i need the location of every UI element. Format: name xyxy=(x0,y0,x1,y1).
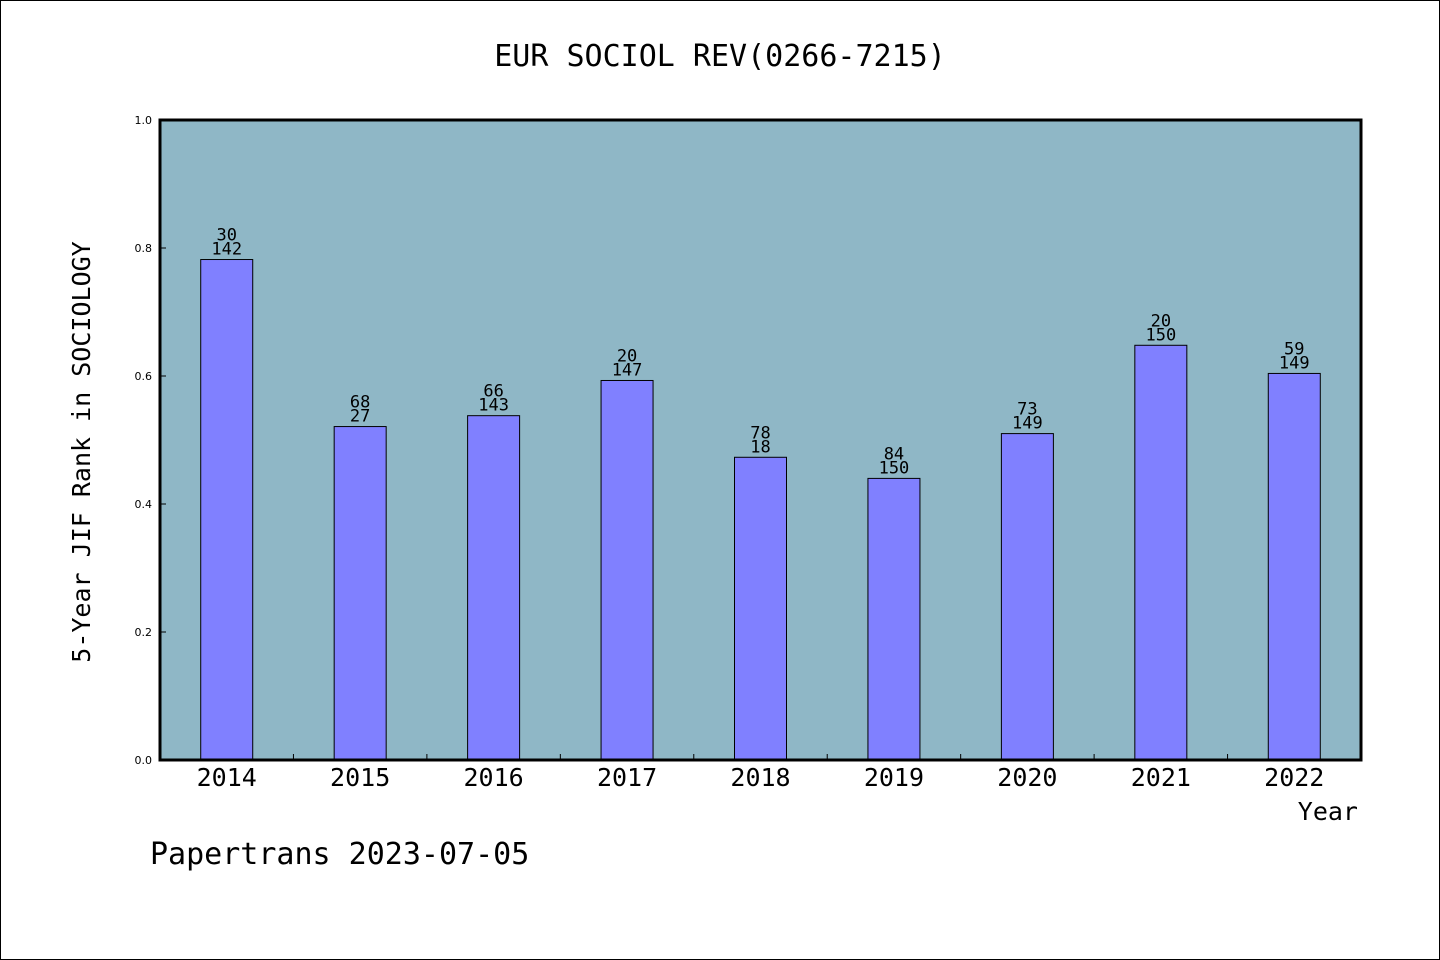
y-axis-label: 5-Year JIF Rank in SOCIOLOGY xyxy=(67,241,96,662)
bar-label-top-2020: 73 xyxy=(1017,400,1037,420)
x-tick-label-2017: 2017 xyxy=(597,763,657,792)
x-tick-label-2019: 2019 xyxy=(864,763,924,792)
bar-label-top-2015: 68 xyxy=(350,393,370,413)
bar-2018 xyxy=(734,456,787,761)
y-tick-label-5: 1.0 xyxy=(135,114,153,127)
bar-label-top-2016: 66 xyxy=(483,382,503,402)
x-tick-label-2016: 2016 xyxy=(464,763,524,792)
y-tick-label-4: 0.8 xyxy=(135,242,153,255)
bar-label-top-2022: 59 xyxy=(1284,339,1304,359)
bar-2014 xyxy=(200,259,254,761)
x-tick-label-2022: 2022 xyxy=(1264,763,1324,792)
y-tick-label-1: 0.2 xyxy=(135,626,153,639)
bar-label-bottom-2020: 149 xyxy=(1012,414,1043,434)
bar-2015 xyxy=(333,426,387,761)
x-tick-label-2015: 2015 xyxy=(330,763,390,792)
chart-title: EUR SOCIOL REV(0266-7215) xyxy=(494,39,946,74)
bar-2017 xyxy=(600,379,654,761)
x-axis-label: Year xyxy=(1298,797,1358,826)
bar-label-bottom-2018: 18 xyxy=(750,437,770,457)
x-tick-label-2014: 2014 xyxy=(197,763,257,792)
bar-2022 xyxy=(1267,372,1321,761)
y-tick-label-3: 0.6 xyxy=(135,370,153,383)
bar-label-bottom-2014: 142 xyxy=(211,240,242,260)
y-tick-label-2: 0.4 xyxy=(135,498,153,511)
bar-label-top-2017: 20 xyxy=(617,346,637,366)
x-tick-label-2018: 2018 xyxy=(730,763,790,792)
bar-label-top-2018: 78 xyxy=(750,423,770,443)
plot-border xyxy=(158,118,1363,762)
bar-label-bottom-2019: 150 xyxy=(879,458,910,478)
bar-label-bottom-2021: 150 xyxy=(1145,325,1176,345)
bar-2021 xyxy=(1134,344,1188,761)
bar-label-top-2019: 84 xyxy=(884,444,904,464)
x-axis-ticks: 2014 2015 2016 2017 2018 2019 2020 2021 2022 xyxy=(197,754,1324,792)
bar-label-bottom-2022: 149 xyxy=(1279,353,1310,373)
bar-2016 xyxy=(467,415,521,761)
x-tick-label-2021: 2021 xyxy=(1131,763,1191,792)
y-axis-ticks: 0.0 0.2 0.4 0.6 0.8 1.0 xyxy=(135,114,166,767)
bar-label-top-2014: 30 xyxy=(216,226,236,246)
footer-credit: Papertrans 2023-07-05 xyxy=(150,837,529,872)
bar-2019 xyxy=(867,477,921,761)
bar-label-bottom-2015: 27 xyxy=(350,407,370,427)
bar-label-bottom-2017: 147 xyxy=(612,360,643,380)
bar-2020 xyxy=(1000,433,1054,761)
bar-label-top-2021: 20 xyxy=(1151,311,1171,331)
x-tick-label-2020: 2020 xyxy=(997,763,1057,792)
y-tick-label-0: 0.0 xyxy=(135,754,153,767)
bar-label-bottom-2016: 143 xyxy=(478,396,509,416)
